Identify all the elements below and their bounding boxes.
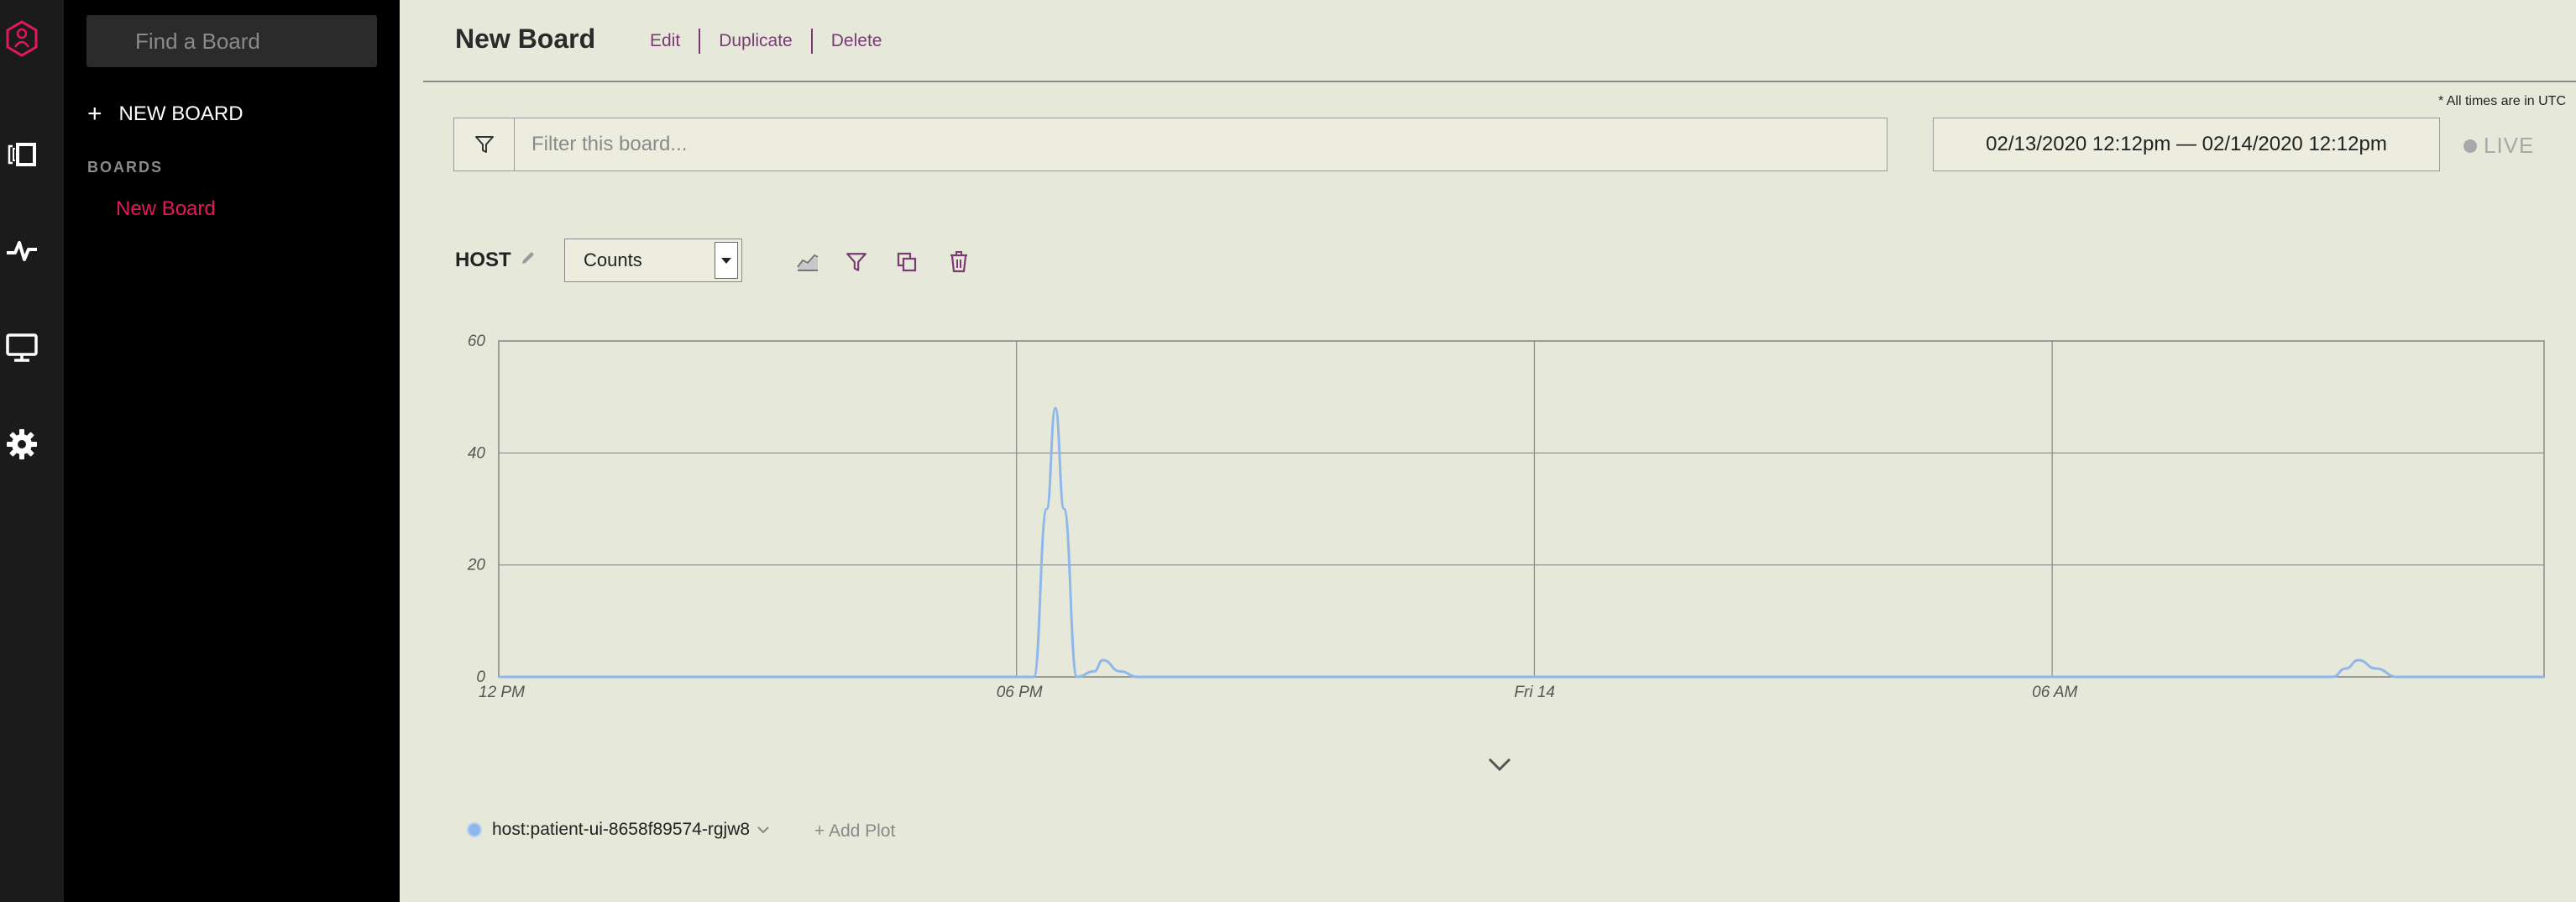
board-actions: Edit Duplicate Delete [650, 29, 900, 54]
page-title: New Board [455, 24, 596, 54]
x-tick-label: Fri 14 [1514, 684, 1555, 701]
duplicate-link[interactable]: Duplicate [719, 31, 793, 50]
divider [699, 29, 701, 54]
pencil-icon[interactable] [520, 249, 537, 272]
add-plot-button[interactable]: + Add Plot [814, 821, 896, 841]
filter-icon[interactable] [841, 247, 872, 277]
plot-title: HOST [455, 249, 537, 272]
y-tick-label: 20 [467, 557, 486, 574]
new-board-label: NEW BOARD [118, 102, 243, 125]
new-board-button[interactable]: + NEW BOARD [87, 99, 243, 129]
timezone-note: * All times are in UTC [2437, 94, 2566, 108]
sidebar-item-new-board[interactable]: New Board [116, 197, 216, 220]
honeycomb-logo-icon[interactable] [0, 17, 44, 60]
divider [810, 29, 813, 54]
live-label: LIVE [2484, 133, 2535, 158]
activity-icon[interactable] [0, 229, 44, 273]
series-label[interactable]: host:patient-ui-8658f89574-rgjw8 [492, 820, 751, 839]
plot-frame [498, 340, 2545, 678]
expand-chevron-icon[interactable] [1483, 752, 1516, 777]
x-tick-label: 12 PM [479, 684, 525, 701]
find-board-input[interactable]: Find a Board [86, 15, 377, 67]
plus-icon: + [87, 100, 102, 128]
edit-link[interactable]: Edit [650, 31, 681, 50]
series-legend: host:patient-ui-8658f89574-rgjw8 [467, 820, 770, 840]
filter-button[interactable] [454, 118, 515, 170]
boards-sidebar: Find a Board + NEW BOARD BOARDS New Boar… [64, 0, 400, 902]
calculation-select[interactable]: Counts [564, 239, 742, 282]
filter-icon [474, 136, 494, 153]
date-range-picker[interactable]: 02/13/2020 12:12pm — 02/14/2020 12:12pm [1933, 118, 2440, 171]
filter-input[interactable] [515, 118, 1887, 170]
live-toggle[interactable]: LIVE [2463, 133, 2534, 159]
monitor-icon[interactable] [0, 326, 44, 370]
trash-icon[interactable] [944, 247, 974, 277]
delete-link[interactable]: Delete [830, 31, 882, 50]
y-tick-label: 60 [468, 333, 486, 350]
live-dot-icon [2463, 139, 2477, 153]
y-tick-label: 0 [476, 669, 485, 686]
y-tick-label: 40 [468, 444, 486, 462]
series-line [499, 406, 2544, 679]
x-tick-label: 06 AM [2032, 684, 2077, 701]
chevron-down-icon[interactable] [715, 242, 738, 279]
gear-icon[interactable] [0, 422, 44, 466]
plot-title-text: HOST [455, 249, 511, 271]
boards-heading: BOARDS [87, 159, 164, 176]
board-main: New Board Edit Duplicate Delete * All ti… [400, 0, 2576, 902]
calculation-value: Counts [584, 249, 642, 270]
icon-rail [0, 0, 64, 902]
chevron-down-icon[interactable] [757, 820, 770, 840]
host-count-chart[interactable]: 0 20 40 60 12 PM 06 PM Fri 14 06 AM [400, 319, 2576, 714]
series-swatch [467, 822, 482, 837]
boards-icon[interactable] [0, 133, 44, 176]
duplicate-icon[interactable] [892, 247, 922, 277]
chart-type-icon[interactable] [793, 247, 823, 277]
header-divider [423, 81, 2576, 82]
board-filter [453, 118, 1887, 171]
x-tick-label: 06 PM [997, 684, 1043, 701]
